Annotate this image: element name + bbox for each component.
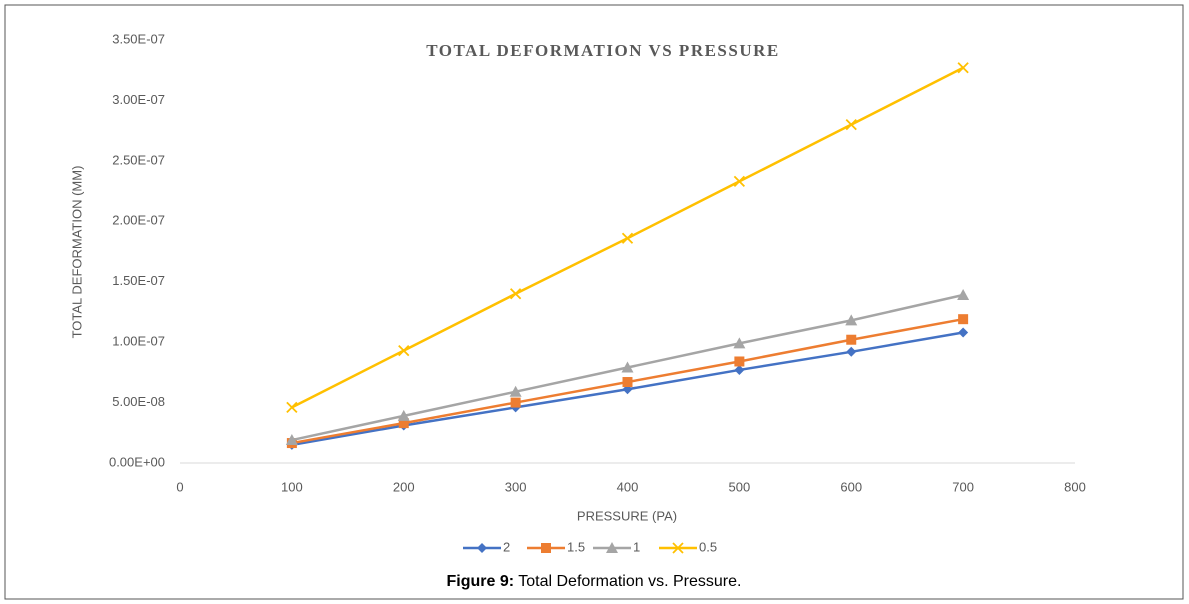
caption: Figure 9: Total Deformation vs. Pressure… <box>447 573 742 590</box>
y-axis-title: TOTAL DEFORMATION (MM) <box>69 166 84 339</box>
point <box>957 62 969 74</box>
y-tick-label: 1.00E-07 <box>112 334 165 349</box>
legend-label: 0.5 <box>699 539 717 554</box>
y-tick-label: 2.50E-07 <box>112 152 165 167</box>
point <box>285 434 298 446</box>
point <box>733 337 746 349</box>
frame <box>4 4 1184 600</box>
x-tick-label: 200 <box>393 479 415 494</box>
point <box>734 356 745 367</box>
point <box>846 334 857 345</box>
point <box>286 401 298 414</box>
x-tick-label: 300 <box>505 479 527 494</box>
x-tick-label: 0 <box>176 479 183 494</box>
point <box>510 397 521 408</box>
legend-label: 2 <box>503 539 510 554</box>
caption-text: Total Deformation vs. Pressure. <box>518 573 741 590</box>
x-tick-label: 600 <box>840 479 862 494</box>
x-axis-title: PRESSURE (PA) <box>577 508 677 523</box>
point <box>398 344 410 357</box>
point <box>509 288 522 300</box>
point <box>958 327 969 338</box>
x-tick-label: 400 <box>617 479 639 494</box>
y-tick-label: 1.50E-07 <box>112 273 165 288</box>
point <box>509 385 522 397</box>
point <box>733 175 746 188</box>
legend-marker <box>541 543 551 553</box>
point <box>622 377 633 388</box>
point <box>957 289 970 301</box>
x-tick-label: 100 <box>281 479 303 494</box>
point <box>845 314 858 326</box>
y-tick-label: 5.00E-08 <box>112 394 165 409</box>
point <box>846 346 857 357</box>
x-tick-label: 700 <box>952 479 974 494</box>
point <box>621 361 634 373</box>
y-tick-label: 0.00E+00 <box>109 454 165 469</box>
legend-marker <box>672 542 684 554</box>
x-tick-label: 500 <box>729 479 751 494</box>
point <box>958 314 969 325</box>
point <box>397 409 410 421</box>
legend-label: 1.5 <box>567 539 585 554</box>
legend-marker <box>477 543 487 553</box>
legend-marker <box>606 542 618 553</box>
y-tick-label: 3.50E-07 <box>112 31 165 46</box>
y-tick-label: 2.00E-07 <box>112 213 165 228</box>
point <box>621 232 634 244</box>
caption-label: Figure 9: <box>447 573 515 590</box>
legend-label: 1 <box>633 539 640 554</box>
point <box>734 364 745 375</box>
x-tick-label: 800 <box>1064 479 1086 494</box>
point <box>845 118 857 131</box>
y-tick-label: 3.00E-07 <box>112 92 165 107</box>
chart-title: TOTAL DEFORMATION VS PRESSURE <box>426 41 780 60</box>
point <box>398 418 409 429</box>
